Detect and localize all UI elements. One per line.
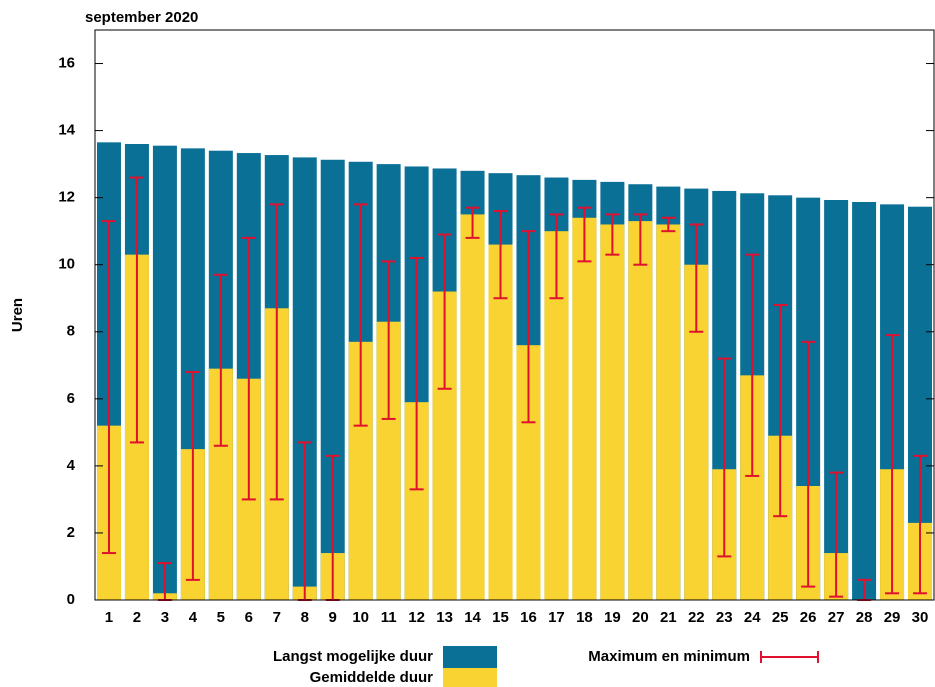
y-tick-label: 4 bbox=[67, 457, 76, 474]
x-tick-label: 13 bbox=[436, 609, 453, 626]
x-tick-label: 16 bbox=[520, 609, 537, 626]
legend-swatch bbox=[443, 668, 497, 687]
error-bar bbox=[913, 454, 928, 595]
error-bar bbox=[549, 213, 564, 300]
bar bbox=[152, 145, 177, 601]
x-tick-label: 18 bbox=[576, 609, 593, 626]
legend-swatch bbox=[760, 651, 819, 663]
y-tick-label: 0 bbox=[67, 591, 75, 608]
chart-title: september 2020 bbox=[85, 9, 198, 26]
legend-label: Gemiddelde duur bbox=[310, 669, 434, 686]
error-bar bbox=[745, 253, 760, 477]
x-tick-label: 20 bbox=[632, 609, 649, 626]
y-tick-label: 12 bbox=[58, 189, 75, 206]
error-bar bbox=[829, 471, 844, 598]
bar bbox=[460, 214, 485, 601]
bar bbox=[600, 224, 625, 600]
error-bar bbox=[241, 236, 256, 501]
error-bar bbox=[129, 176, 144, 444]
x-tick-label: 17 bbox=[548, 609, 565, 626]
x-tick-label: 7 bbox=[273, 609, 281, 626]
x-tick-label: 3 bbox=[161, 609, 169, 626]
error-bar bbox=[801, 340, 816, 588]
error-bar bbox=[885, 334, 900, 595]
x-tick-label: 11 bbox=[381, 609, 397, 626]
bar bbox=[572, 217, 597, 600]
bar bbox=[656, 224, 681, 600]
x-tick-label: 26 bbox=[800, 609, 817, 626]
x-tick-label: 10 bbox=[352, 609, 369, 626]
y-tick-label: 10 bbox=[58, 256, 75, 273]
x-tick-label: 5 bbox=[217, 609, 225, 626]
error-bar bbox=[409, 257, 424, 491]
legend-label: Langst mogelijke duur bbox=[273, 648, 433, 665]
x-tick-label: 23 bbox=[716, 609, 733, 626]
x-tick-label: 28 bbox=[856, 609, 873, 626]
plot-frame bbox=[94, 29, 935, 601]
error-bar bbox=[661, 216, 676, 233]
error-bar bbox=[717, 357, 732, 558]
x-tick-label: 29 bbox=[884, 609, 901, 626]
error-bar bbox=[185, 371, 200, 581]
y-tick-label: 6 bbox=[67, 390, 75, 407]
y-tick-label: 8 bbox=[67, 323, 75, 340]
y-tick-label: 14 bbox=[58, 122, 75, 139]
y-axis-label: Uren bbox=[9, 298, 26, 332]
x-tick-label: 8 bbox=[301, 609, 309, 626]
bar bbox=[488, 244, 513, 600]
error-bar bbox=[353, 203, 368, 427]
x-tick-label: 24 bbox=[744, 609, 761, 626]
x-tick-label: 15 bbox=[492, 609, 509, 626]
error-bar bbox=[493, 210, 508, 300]
error-bar bbox=[437, 233, 452, 390]
legend-label: Maximum en minimum bbox=[588, 648, 750, 665]
error-bar bbox=[101, 220, 116, 555]
error-bar bbox=[521, 230, 536, 424]
error-bar bbox=[577, 206, 592, 263]
x-tick-label: 4 bbox=[189, 609, 198, 626]
x-tick-label: 12 bbox=[408, 609, 425, 626]
error-bar bbox=[213, 273, 228, 447]
y-tick-label: 2 bbox=[67, 524, 75, 541]
error-bar bbox=[773, 303, 788, 518]
x-tick-label: 14 bbox=[464, 609, 481, 626]
bar bbox=[628, 221, 653, 600]
error-bar bbox=[633, 213, 648, 266]
x-tick-label: 1 bbox=[105, 609, 113, 626]
x-tick-label: 21 bbox=[660, 609, 677, 626]
x-tick-label: 30 bbox=[912, 609, 929, 626]
bar bbox=[852, 202, 877, 600]
x-tick-label: 6 bbox=[245, 609, 253, 626]
legend-swatch bbox=[443, 646, 497, 668]
x-tick-label: 25 bbox=[772, 609, 789, 626]
x-tick-label: 2 bbox=[133, 609, 141, 626]
x-tick-label: 19 bbox=[604, 609, 621, 626]
error-bar bbox=[689, 223, 704, 333]
error-bar bbox=[381, 260, 396, 420]
x-tick-label: 9 bbox=[329, 609, 337, 626]
error-bar bbox=[605, 213, 620, 256]
y-tick-label: 16 bbox=[58, 54, 75, 71]
x-tick-label: 27 bbox=[828, 609, 845, 626]
error-bar bbox=[269, 203, 284, 501]
error-bar bbox=[465, 206, 480, 239]
x-tick-label: 22 bbox=[688, 609, 705, 626]
